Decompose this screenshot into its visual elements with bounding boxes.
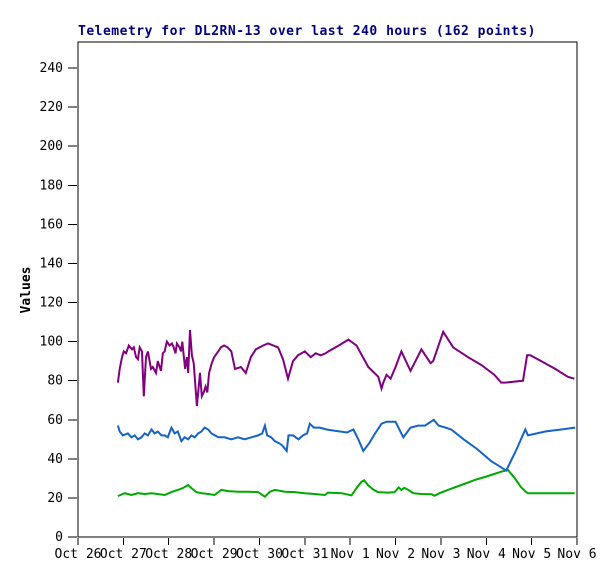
y-axis-tick-label: 220: [40, 100, 63, 115]
y-axis-tick-label: 80: [47, 374, 63, 389]
y-axis-title: Values: [19, 267, 34, 314]
y-axis-tick-label: 100: [40, 335, 63, 350]
x-axis-tick-label: Nov 6: [557, 547, 596, 562]
y-axis-tick-label: 180: [40, 178, 63, 193]
x-axis-tick-label: Nov 5: [512, 547, 551, 562]
series-blue-line: [116, 418, 576, 473]
x-axis-tick-label: Nov 4: [467, 547, 506, 562]
y-axis-tick-label: 20: [47, 491, 63, 506]
x-axis-tick-label: Oct 31: [281, 547, 328, 562]
y-axis-tick-label: 240: [40, 61, 63, 76]
series-purple-line: [116, 329, 575, 407]
x-axis-tick-label: Oct 29: [191, 547, 238, 562]
y-axis-tick-label: 60: [47, 413, 63, 428]
y-axis-tick-label: 140: [40, 256, 63, 271]
x-axis-tick-label: Nov 1: [331, 547, 370, 562]
x-axis-tick-label: Oct 28: [145, 547, 192, 562]
y-axis-tick-label: 160: [40, 217, 63, 232]
x-axis-tick-label: Oct 27: [100, 547, 147, 562]
x-axis-tick-label: Nov 2: [376, 547, 415, 562]
chart-title: Telemetry for DL2RN-13 over last 240 hou…: [78, 24, 536, 39]
y-axis-tick-label: 200: [40, 139, 63, 154]
plot-frame: [77, 41, 578, 538]
x-axis-tick-label: Oct 26: [55, 547, 102, 562]
y-axis-tick-label: 120: [40, 296, 63, 311]
y-axis-tick-label: 0: [55, 530, 63, 545]
x-axis-tick-label: Nov 3: [421, 547, 460, 562]
y-axis-tick-label: 40: [47, 452, 63, 467]
series-green-line: [117, 468, 575, 498]
x-axis-tick-label: Oct 30: [236, 547, 283, 562]
